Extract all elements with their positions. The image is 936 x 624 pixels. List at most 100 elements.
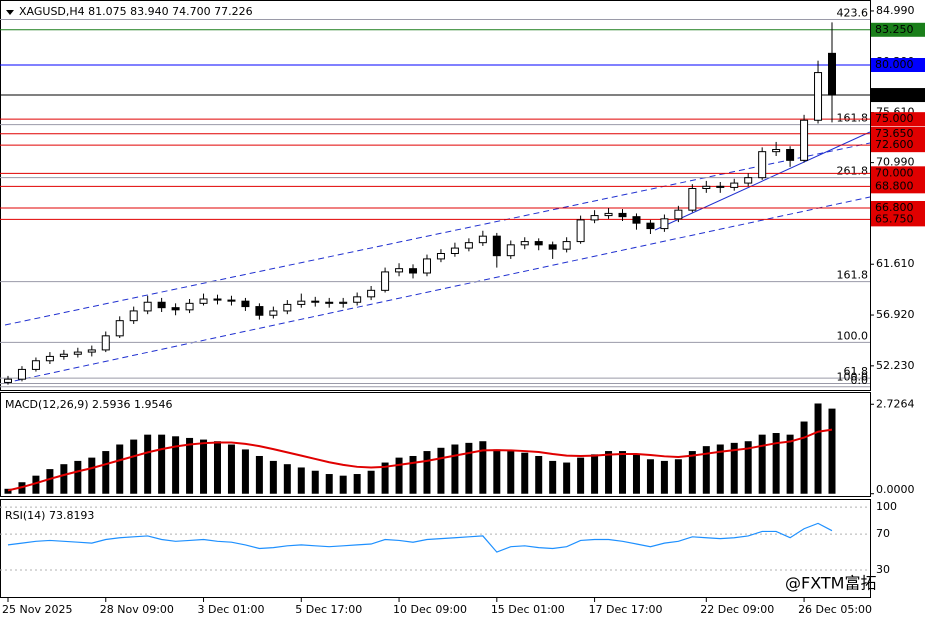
candle-body bbox=[381, 271, 390, 291]
candle-body bbox=[367, 289, 376, 298]
x-tick-label: 17 Dec 17:00 bbox=[589, 603, 663, 616]
macd-bar bbox=[577, 457, 585, 494]
fib-label: 100.0 bbox=[837, 329, 869, 342]
macd-bar bbox=[144, 434, 152, 494]
y-tick-label: 61.610 bbox=[876, 257, 915, 270]
candle-body bbox=[311, 300, 320, 303]
level-box bbox=[871, 201, 925, 215]
macd-bar bbox=[227, 444, 235, 494]
level-label: 75.000 bbox=[875, 112, 914, 125]
y-tick-label: 0.0000 bbox=[876, 483, 915, 496]
macd-bar bbox=[213, 441, 221, 494]
fib-label: 423.6 bbox=[837, 7, 869, 20]
macd-bar bbox=[283, 464, 291, 494]
level-box bbox=[871, 22, 925, 37]
candle-body bbox=[422, 258, 431, 274]
candle-body bbox=[744, 177, 753, 184]
candle-body bbox=[213, 298, 222, 301]
macd-bar bbox=[297, 467, 305, 494]
rsi-panel-frame bbox=[0, 499, 871, 598]
candle-body bbox=[4, 378, 12, 383]
candle-body bbox=[17, 368, 26, 380]
level-label: 72.600 bbox=[875, 138, 914, 151]
macd-bar bbox=[172, 436, 180, 494]
candle-body bbox=[548, 244, 557, 250]
macd-bar bbox=[4, 488, 12, 494]
macd-bar bbox=[814, 403, 822, 494]
candle-body bbox=[814, 72, 823, 121]
x-tick-label: 15 Dec 01:00 bbox=[491, 603, 565, 616]
macd-bar bbox=[158, 434, 166, 494]
candle-body bbox=[702, 185, 711, 189]
macd-bar bbox=[200, 439, 208, 494]
candle-body bbox=[646, 222, 655, 230]
y-tick-label: 100 bbox=[876, 500, 897, 513]
y-tick-label: 56.920 bbox=[876, 308, 915, 321]
macd-signal bbox=[7, 428, 833, 492]
candle-body bbox=[73, 351, 82, 355]
fib-label: 261.8 bbox=[837, 165, 869, 178]
macd-bar bbox=[311, 470, 319, 494]
menu-triangle bbox=[6, 10, 14, 15]
macd-bar bbox=[619, 451, 627, 494]
candle-body bbox=[395, 268, 404, 273]
candle-body bbox=[101, 335, 110, 351]
macd-bar bbox=[353, 474, 361, 494]
macd-bar bbox=[786, 434, 794, 494]
candle-body bbox=[353, 296, 362, 303]
rsi-title: RSI(14) 73.8193 bbox=[5, 509, 94, 522]
y-tick-label: 70.990 bbox=[876, 156, 915, 169]
level-box bbox=[871, 166, 925, 181]
macd-bar bbox=[381, 462, 389, 494]
macd-title: MACD(12,26,9) 2.5936 1.9546 bbox=[5, 398, 173, 411]
candle-body bbox=[618, 212, 627, 218]
x-tick-label: 10 Dec 09:00 bbox=[393, 603, 467, 616]
candle-body bbox=[255, 306, 264, 316]
candle-body bbox=[59, 353, 68, 357]
macd-bar bbox=[535, 455, 543, 494]
macd-bar bbox=[758, 434, 766, 494]
macd-bar bbox=[632, 454, 640, 494]
candle-body bbox=[450, 247, 459, 254]
price-panel-frame bbox=[0, 0, 871, 391]
level-label: 68.800 bbox=[875, 179, 914, 192]
macd-bar bbox=[591, 454, 599, 494]
candle-body bbox=[45, 355, 54, 362]
macd-bar bbox=[437, 447, 445, 494]
candle-body bbox=[828, 52, 836, 96]
macd-bar bbox=[74, 460, 82, 494]
rsi-line bbox=[7, 522, 833, 553]
candle-body bbox=[534, 241, 543, 246]
candle-body bbox=[758, 151, 767, 179]
trend-line bbox=[654, 131, 871, 231]
macd-bar bbox=[772, 433, 780, 494]
macd-bar bbox=[130, 439, 138, 494]
candle-body bbox=[674, 209, 683, 220]
candle-body bbox=[87, 349, 96, 353]
fib-label: 61.8 bbox=[844, 365, 869, 378]
candle-body bbox=[800, 119, 809, 161]
y-tick-label: 30 bbox=[876, 563, 890, 576]
level-label: 66.800 bbox=[875, 201, 914, 214]
watermark: @FXTM富拓 bbox=[785, 574, 876, 593]
candle-body bbox=[143, 301, 152, 312]
macd-bar bbox=[828, 408, 836, 494]
macd-bar bbox=[744, 441, 752, 494]
x-tick-label: 28 Nov 09:00 bbox=[100, 603, 174, 616]
candle-body bbox=[227, 299, 236, 302]
candle-body bbox=[283, 303, 292, 312]
level-label: 73.650 bbox=[875, 127, 914, 140]
macd-bar bbox=[549, 460, 557, 494]
macd-bar bbox=[465, 442, 473, 494]
level-label: 83.250 bbox=[875, 23, 914, 36]
macd-bar bbox=[563, 462, 571, 494]
macd-bar bbox=[255, 455, 263, 494]
macd-bar bbox=[716, 444, 724, 494]
candle-body bbox=[241, 300, 250, 308]
candle-body bbox=[688, 188, 697, 211]
candle-body bbox=[115, 320, 124, 337]
macd-bar bbox=[269, 460, 277, 494]
candle-body bbox=[604, 212, 613, 217]
candle-body bbox=[660, 218, 669, 230]
